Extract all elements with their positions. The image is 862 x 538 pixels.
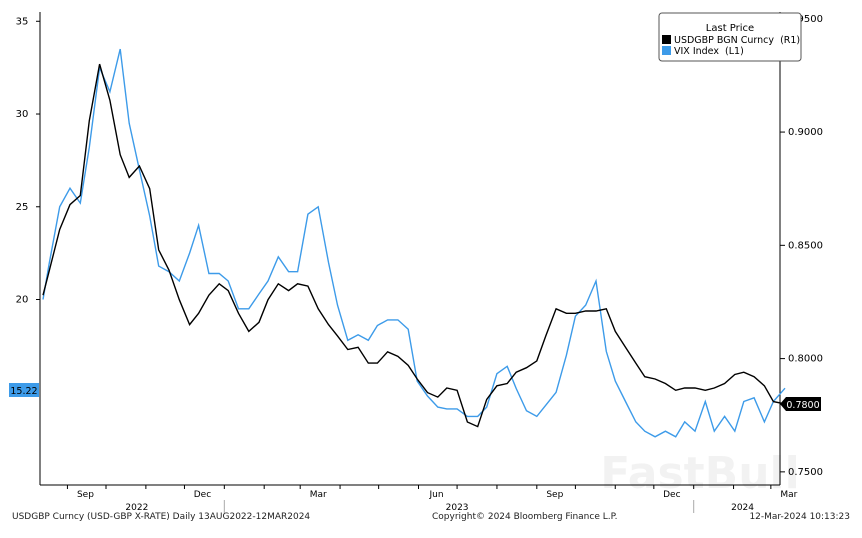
x-tick-label: Mar <box>780 490 797 500</box>
legend-entry-vix: VIX Index (L1) <box>674 46 744 57</box>
footer-timestamp: 12-Mar-2024 10:13:23 <box>749 512 850 522</box>
x-tick-label: Dec <box>663 490 680 500</box>
year-label: 2022 <box>125 503 148 513</box>
left-tick-label: 25 <box>16 202 29 213</box>
x-tick-label: Jun <box>428 490 443 500</box>
x-tick-label: Mar <box>310 490 327 500</box>
x-tick-label: Dec <box>194 490 211 500</box>
legend-swatch-vix <box>662 46 671 55</box>
x-tick-label: Sep <box>546 490 563 500</box>
last-value-tag-usdgbp: 0.7800 <box>780 397 821 411</box>
legend-title: Last Price <box>706 23 754 34</box>
right-tick-label: 0.9500 <box>788 14 823 25</box>
last-value-usdgbp: 0.7800 <box>786 400 819 411</box>
left-tick-label: 20 <box>16 295 29 306</box>
left-tick-label: 35 <box>16 16 29 27</box>
left-tick-label: 30 <box>16 109 29 120</box>
watermark: FastBull <box>600 448 799 499</box>
legend-swatch-usdgbp <box>662 35 671 44</box>
right-tick-label: 0.8000 <box>788 354 823 365</box>
footer-security-info: USDGBP Curncy (USD-GBP X-RATE) Daily 13A… <box>12 512 311 522</box>
last-value-vix: 15.22 <box>10 386 37 397</box>
series-line-vix <box>42 48 786 438</box>
legend: Last Price USDGBP BGN Curncy (R1) VIX In… <box>658 12 802 62</box>
right-tick-label: 0.7500 <box>788 467 823 478</box>
year-label: 2023 <box>446 503 469 513</box>
right-tick-label: 0.8500 <box>788 240 823 251</box>
series-line-usdgbp <box>42 63 786 428</box>
last-value-tag-vix: 15.22 <box>9 383 39 397</box>
right-tick-label: 0.9000 <box>788 127 823 138</box>
year-label: 2024 <box>731 503 754 513</box>
footer-copyright: Copyright© 2024 Bloomberg Finance L.P. <box>432 512 618 522</box>
legend-entry-usdgbp: USDGBP BGN Curncy (R1) <box>674 35 800 46</box>
x-tick-label: Sep <box>77 490 94 500</box>
